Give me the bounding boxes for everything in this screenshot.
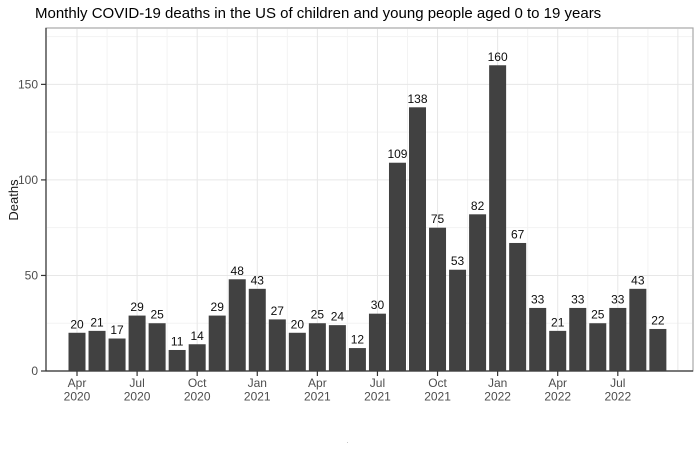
x-tick-label-month: Jul bbox=[129, 376, 144, 390]
grid-minor bbox=[47, 29, 692, 370]
bar bbox=[188, 344, 206, 371]
tick-marks bbox=[41, 83, 619, 376]
bar-value-label: 53 bbox=[451, 254, 465, 268]
bar-value-label: 25 bbox=[311, 308, 325, 322]
x-tick-label-year: 2021 bbox=[364, 390, 391, 404]
bar bbox=[549, 330, 567, 371]
x-tick-label-year: 2022 bbox=[604, 390, 631, 404]
bar bbox=[68, 332, 86, 371]
bar bbox=[128, 315, 146, 371]
x-tick-label-year: 2020 bbox=[124, 390, 151, 404]
bar bbox=[509, 242, 527, 371]
bar bbox=[388, 162, 406, 371]
bar-value-label: 48 bbox=[231, 264, 245, 278]
bar bbox=[569, 307, 587, 371]
bar bbox=[228, 279, 246, 371]
bar-value-label: 17 bbox=[110, 323, 124, 337]
x-tick-labels: Apr2020Jul2020Oct2020Jan2021Apr2021Jul20… bbox=[64, 376, 632, 404]
bar-value-label: 30 bbox=[371, 298, 385, 312]
bar bbox=[308, 323, 326, 371]
x-tick-label-month: Jan bbox=[248, 376, 267, 390]
bar-value-label: 43 bbox=[631, 273, 645, 287]
bar bbox=[248, 288, 266, 371]
bar-value-label: 14 bbox=[191, 329, 205, 343]
y-tick-label: 100 bbox=[18, 173, 38, 187]
bar bbox=[348, 348, 366, 371]
bar-value-label: 20 bbox=[70, 317, 84, 331]
bar bbox=[589, 323, 607, 371]
footer-dot: · bbox=[346, 437, 349, 447]
bar bbox=[368, 313, 386, 371]
x-tick-label-year: 2021 bbox=[304, 390, 331, 404]
bar-value-label: 33 bbox=[611, 292, 625, 306]
bar bbox=[148, 323, 166, 371]
bar-value-label: 82 bbox=[471, 199, 485, 213]
x-tick-label-month: Oct bbox=[188, 376, 207, 390]
axis-lines bbox=[45, 28, 693, 372]
bar-value-label: 33 bbox=[571, 292, 585, 306]
x-tick-label-year: 2021 bbox=[244, 390, 271, 404]
x-tick-label-month: Jul bbox=[610, 376, 625, 390]
bar-value-label: 24 bbox=[331, 310, 345, 324]
bar bbox=[168, 349, 186, 371]
bar-value-label: 160 bbox=[488, 50, 508, 64]
bar bbox=[268, 319, 286, 371]
bar bbox=[529, 307, 547, 371]
x-tick-label-year: 2020 bbox=[184, 390, 211, 404]
bar-value-label: 75 bbox=[431, 212, 445, 226]
bar-value-label: 138 bbox=[407, 92, 427, 106]
x-tick-label-month: Jan bbox=[488, 376, 507, 390]
bar-value-label: 21 bbox=[90, 315, 104, 329]
bar-value-label: 43 bbox=[251, 273, 265, 287]
x-tick-label-month: Apr bbox=[68, 376, 87, 390]
chart-title: Monthly COVID-19 deaths in the US of chi… bbox=[35, 5, 602, 22]
bar-value-label: 22 bbox=[651, 313, 665, 327]
bar bbox=[288, 332, 306, 371]
y-tick-label: 150 bbox=[18, 78, 38, 92]
x-tick-label-month: Oct bbox=[428, 376, 447, 390]
x-tick-label-month: Apr bbox=[548, 376, 567, 390]
x-tick-label-year: 2022 bbox=[484, 390, 511, 404]
bar bbox=[108, 338, 126, 371]
x-tick-label-year: 2021 bbox=[424, 390, 451, 404]
bar bbox=[409, 107, 427, 372]
bar bbox=[208, 315, 226, 371]
y-tick-label: 50 bbox=[25, 269, 39, 283]
y-tick-label: 0 bbox=[31, 364, 38, 378]
bar-value-label: 11 bbox=[171, 334, 184, 348]
bar-value-label: 33 bbox=[531, 292, 545, 306]
bar-value-label: 25 bbox=[150, 308, 164, 322]
bar bbox=[649, 328, 667, 371]
bar-value-labels: 20 21 17 29 25 11 14 29 48 43 27 20 25 24 12 30 109 138 75… bbox=[70, 50, 665, 349]
bars bbox=[68, 65, 667, 372]
bar-value-label: 27 bbox=[271, 304, 285, 318]
bar bbox=[469, 214, 487, 371]
bar-value-label: 29 bbox=[130, 300, 144, 314]
bar-value-label: 29 bbox=[211, 300, 225, 314]
x-tick-label-month: Apr bbox=[308, 376, 327, 390]
bar bbox=[88, 330, 106, 371]
bar-value-label: 25 bbox=[591, 308, 605, 322]
bar bbox=[328, 325, 346, 371]
bar-value-label: 20 bbox=[291, 317, 305, 331]
x-tick-label-year: 2020 bbox=[64, 390, 91, 404]
x-tick-label-month: Jul bbox=[370, 376, 385, 390]
bar-value-label: 67 bbox=[511, 227, 525, 241]
bar-value-label: 109 bbox=[387, 147, 407, 161]
bar bbox=[429, 227, 447, 371]
bar bbox=[629, 288, 647, 371]
bar-value-label: 12 bbox=[351, 333, 365, 347]
bar bbox=[449, 269, 467, 371]
bar bbox=[489, 65, 507, 371]
x-tick-label-year: 2022 bbox=[544, 390, 571, 404]
bar-value-label: 21 bbox=[551, 315, 565, 329]
y-tick-labels: 0 50 100 150 bbox=[18, 78, 38, 379]
bar bbox=[609, 307, 627, 371]
